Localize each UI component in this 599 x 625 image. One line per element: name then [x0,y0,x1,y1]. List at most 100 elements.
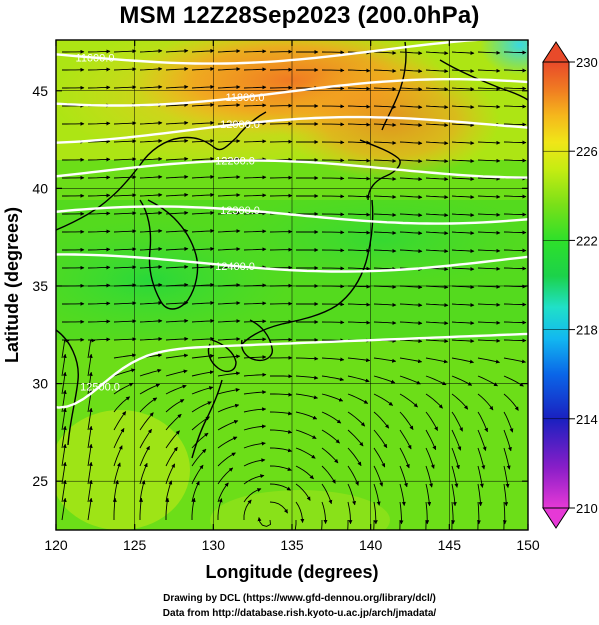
streamline-arrow [321,357,345,362]
streamline-arrow [425,231,449,236]
x-tick-label: 140 [359,537,383,553]
streamline-arrow [217,121,241,126]
streamline-arrow [165,384,187,395]
streamline-arrow [347,266,371,271]
streamline-arrow [217,193,241,198]
streamline-arrow [217,229,241,234]
streamline-arrow [87,67,111,72]
streamline-arrow [113,411,127,431]
streamline-arrow [243,103,267,108]
streamline-arrow [399,303,423,308]
streamline-arrow [87,85,111,90]
streamline-arrow [477,483,483,507]
streamline-arrow [451,195,475,200]
streamline-arrow [477,429,487,451]
streamline-arrow [503,320,527,325]
streamline-arrow [113,229,137,234]
streamline-arrow [243,499,252,520]
streamline-arrow [373,140,397,145]
height-contour [56,253,528,273]
streamline-arrow [477,393,494,411]
streamline-arrow [321,194,345,199]
streamline-arrow [347,104,371,109]
streamline-arrow [503,338,527,343]
streamline-arrow [347,230,371,235]
streamline-arrow [139,462,148,485]
streamline-arrow [477,411,488,433]
colorbar-ticks: 210 214 218 222 226 230 [543,55,598,516]
streamline-arrow [139,445,150,467]
streamline-arrow [139,174,163,179]
streamline-arrow [321,176,345,181]
streamline-arrow [425,87,449,92]
streamline-arrow [113,193,137,198]
streamline-arrow [87,425,93,449]
streamline-arrow [477,248,501,253]
streamline-arrow [399,339,423,344]
streamline-arrow [477,68,501,73]
streamline-arrow [295,483,311,501]
streamline-arrow [425,321,449,326]
streamline-arrow [373,302,397,307]
y-axis-label: Latitude (degrees) [2,207,22,363]
streamline-arrow [113,319,137,324]
streamline-arrow [425,447,435,469]
streamline-arrow [347,520,349,530]
streamline-arrow [399,501,404,525]
streamline-arrow [295,501,305,524]
streamline-arrow [217,85,241,90]
streamline-arrow [269,465,292,471]
streamline-arrow [503,393,519,411]
streamline-arrow [399,465,408,488]
streamline-arrow [321,447,339,464]
streamline-arrow [399,231,423,236]
streamline-arrow [61,461,67,485]
colorbar-tick-label: 230 [576,55,598,70]
colorbar-top-arrow [542,41,570,63]
streamline-arrow [243,67,267,72]
streamline-arrow [165,318,189,323]
streamline-arrow [503,411,514,433]
streamline-arrow [243,229,267,234]
streamline-arrow [139,264,163,269]
height-contour [56,205,528,225]
streamline-arrow [373,86,397,91]
streamline-arrow [477,520,479,530]
colorbar-tick-label: 222 [576,233,598,248]
streamline-arrow [399,51,423,56]
streamline-arrow [425,213,449,218]
credit-data-source: Data from http://database.rish.kyoto-u.a… [162,608,437,619]
streamline-arrow [243,175,267,180]
height-contour [56,40,494,65]
streamline-arrow [217,139,241,144]
streamline-arrow [113,175,137,180]
y-tick-label: 25 [32,473,48,489]
streamline-arrow [451,105,475,110]
streamline-arrow [87,479,93,503]
streamline-arrow [165,399,185,413]
streamline-arrow [191,370,214,377]
streamline-arrow [451,339,475,344]
streamline-arrow [425,285,449,290]
streamline-arrow [321,158,345,163]
streamline-arrow [503,375,524,387]
streamline-arrow [61,407,67,431]
streamline-arrow [165,84,189,89]
streamline-arrow [139,246,163,251]
streamline-arrow [87,211,111,216]
streamline-arrow [399,87,423,92]
streamline-arrow [425,411,439,431]
streamline-arrow [477,230,501,235]
streamline-arrow [87,301,111,306]
colorbar-tick-label: 210 [576,501,598,516]
streamline-arrow [217,301,241,306]
streamline-arrow [113,337,137,342]
streamline-arrow [503,483,509,507]
streamline-arrow [347,320,371,325]
streamline-arrow [373,176,397,181]
streamline-arrow [113,139,137,144]
streamline-arrow [373,447,386,468]
streamline-arrow [373,520,375,530]
streamline-arrow [373,429,388,449]
map-title: MSM 12Z28Sep2023 (200.0hPa) [119,2,480,29]
